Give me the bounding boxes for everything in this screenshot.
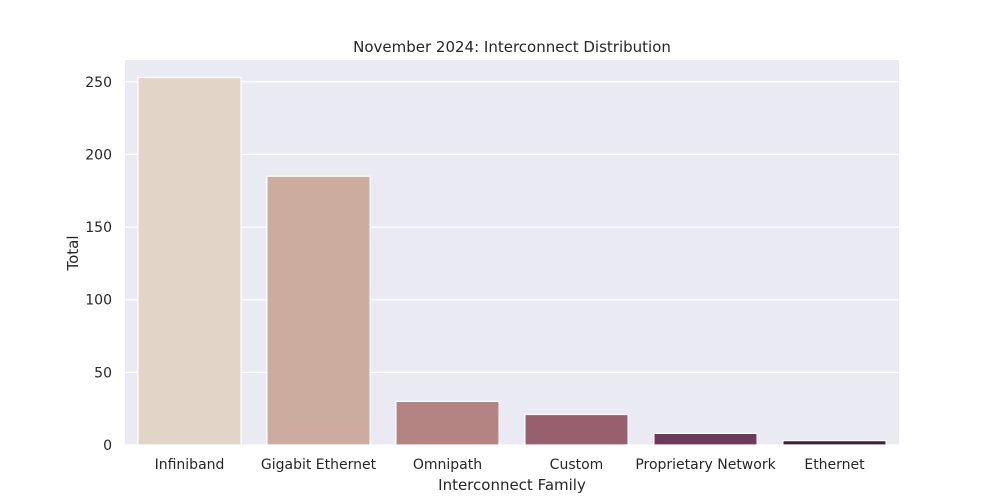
- y-tick-label: 250: [85, 75, 112, 91]
- y-tick-labels: 0 50 100 150 200 250: [85, 75, 112, 454]
- bar-proprietary-network: [653, 432, 758, 446]
- x-tick-label: Infiniband: [155, 457, 225, 473]
- bar-infiniband: [137, 76, 242, 446]
- x-axis-label: Interconnect Family: [438, 476, 586, 494]
- bar-omnipath: [395, 400, 500, 446]
- bar-ethernet: [782, 440, 887, 446]
- x-tick-label: Gigabit Ethernet: [261, 457, 377, 473]
- x-tick-label: Omnipath: [413, 457, 482, 473]
- chart-title: November 2024: Interconnect Distribution: [353, 38, 671, 56]
- x-tick-label: Proprietary Network: [635, 457, 776, 473]
- y-tick-label: 200: [85, 147, 112, 163]
- y-axis-label: Total: [64, 235, 82, 271]
- plot-area: [125, 60, 899, 445]
- y-tick-label: 0: [103, 438, 112, 454]
- x-tick-label: Custom: [550, 457, 604, 473]
- x-tick-label: Ethernet: [804, 457, 865, 473]
- bar-custom: [524, 413, 629, 446]
- x-tick-labels: Infiniband Gigabit Ethernet Omnipath Custom…: [155, 457, 866, 473]
- y-tick-label: 50: [94, 365, 112, 381]
- y-tick-label: 150: [85, 220, 112, 236]
- bars: [137, 76, 887, 446]
- bar-gigabit-ethernet: [266, 175, 371, 446]
- y-tick-label: 100: [85, 293, 112, 309]
- grid-lines: [125, 81, 899, 446]
